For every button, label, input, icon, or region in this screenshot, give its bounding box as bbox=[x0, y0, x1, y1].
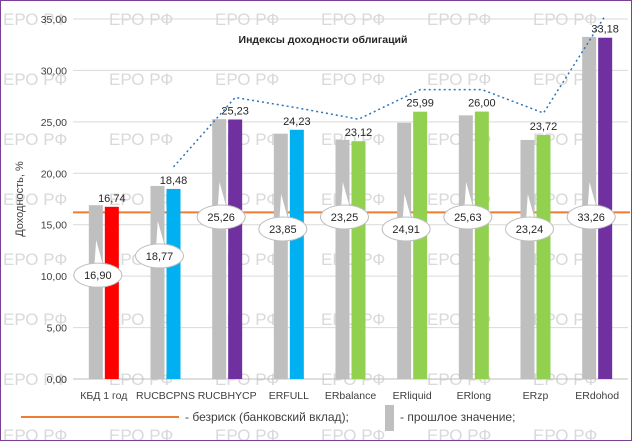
legend-previous-label: - прошлое значение; bbox=[400, 410, 515, 424]
bar-current-2 bbox=[166, 188, 181, 379]
watermark-text: ЕРО РФ bbox=[3, 70, 67, 89]
value-label-previous: 16,90 bbox=[84, 270, 112, 282]
bar-previous-7 bbox=[458, 115, 473, 380]
value-label-current: 18,48 bbox=[160, 175, 188, 187]
y-tick-label: 35,00 bbox=[41, 14, 67, 26]
callout-previous-9: 33,26 bbox=[566, 178, 616, 230]
callout-previous-2: 18,77 bbox=[135, 217, 184, 269]
value-label-previous: 23,24 bbox=[516, 224, 544, 236]
callout-bubble bbox=[320, 204, 369, 230]
watermark-text: ЕРО РФ bbox=[3, 10, 67, 29]
callout-bubble bbox=[135, 243, 184, 269]
watermark-text: ЕРО РФ bbox=[3, 310, 67, 329]
bar-previous-6 bbox=[397, 122, 412, 379]
watermark-text: ЕРО РФ bbox=[321, 426, 385, 440]
legend-risk-free-label: - безриск (банковский вклад); bbox=[185, 410, 349, 424]
value-label-previous: 18,77 bbox=[146, 251, 174, 263]
watermark-text: ЕРО РФ bbox=[3, 190, 67, 209]
callout-bubble bbox=[73, 262, 123, 288]
bar-previous-4 bbox=[273, 133, 288, 379]
watermark-text: ЕРО РФ bbox=[109, 426, 173, 440]
watermark-text: ЕРО РФ bbox=[215, 426, 279, 440]
y-tick-label: 5,00 bbox=[47, 323, 68, 335]
bar-current-7 bbox=[474, 111, 489, 380]
legend-previous-swatch bbox=[385, 405, 394, 431]
callout-previous-1: 16,90 bbox=[73, 237, 123, 288]
value-label-previous: 25,26 bbox=[207, 212, 235, 224]
value-label-previous: 23,25 bbox=[331, 212, 359, 224]
bar-current-5 bbox=[351, 141, 366, 379]
callout-bubble bbox=[381, 216, 431, 242]
callout-previous-6: 24,91 bbox=[381, 190, 431, 242]
bar-previous-3 bbox=[212, 119, 227, 379]
bar-previous-2 bbox=[150, 185, 165, 379]
y-tick-label: 30,00 bbox=[41, 65, 67, 77]
bar-previous-5 bbox=[335, 139, 350, 379]
callout-previous-8: 23,24 bbox=[505, 190, 554, 242]
value-label-previous: 33,26 bbox=[577, 212, 605, 224]
watermark-text: ЕРО РФ bbox=[3, 370, 67, 389]
watermark-text: ЕРО РФ bbox=[427, 426, 491, 440]
value-label-previous: 25,63 bbox=[454, 212, 482, 224]
x-tick-label: ERdohod bbox=[575, 390, 619, 402]
value-label-current: 24,23 bbox=[283, 116, 311, 128]
bar-current-1 bbox=[104, 206, 119, 379]
value-label-current: 26,00 bbox=[468, 98, 496, 110]
value-label-previous: 24,91 bbox=[392, 224, 420, 236]
y-tick-label: 15,00 bbox=[41, 220, 67, 232]
y-axis-title: Доходность, % bbox=[14, 161, 26, 237]
value-label-current: 23,12 bbox=[345, 127, 373, 139]
watermark-text: ЕРО РФ bbox=[533, 70, 597, 89]
y-tick-label: 10,00 bbox=[41, 271, 67, 283]
y-tick-label: 25,00 bbox=[41, 117, 67, 129]
x-tick-label: ERliquid bbox=[393, 390, 432, 402]
value-label-current: 23,72 bbox=[530, 121, 558, 133]
x-tick-label: ERzp bbox=[523, 390, 549, 402]
bar-current-6 bbox=[413, 111, 428, 379]
y-tick-label: 0,00 bbox=[47, 374, 68, 386]
x-tick-label: RUCBCPNS bbox=[136, 390, 195, 402]
bar-current-4 bbox=[289, 129, 304, 379]
bar-previous-8 bbox=[520, 139, 535, 379]
callout-previous-3: 25,26 bbox=[196, 178, 246, 230]
watermark-text: ЕРО РФ bbox=[3, 130, 67, 149]
x-tick-label: ERFULL bbox=[269, 390, 309, 402]
value-label-current: 25,99 bbox=[406, 98, 434, 110]
watermark-text: ЕРО РФ bbox=[215, 70, 279, 89]
watermark-text: ЕРО РФ bbox=[321, 70, 385, 89]
x-tick-label: КБД 1 год bbox=[80, 390, 127, 402]
callout-bubble bbox=[196, 204, 246, 230]
value-label-current: 25,23 bbox=[221, 105, 249, 117]
callout-bubble bbox=[566, 204, 616, 230]
bar-previous-1 bbox=[88, 205, 103, 379]
callout-previous-7: 25,63 bbox=[443, 178, 493, 230]
watermark-text: ЕРО РФ bbox=[109, 70, 173, 89]
value-label-previous: 23,85 bbox=[269, 224, 297, 236]
value-label-current: 16,74 bbox=[98, 193, 126, 205]
callout-previous-4: 23,85 bbox=[258, 190, 308, 242]
y-tick-label: 20,00 bbox=[41, 168, 67, 180]
callout-bubble bbox=[443, 204, 493, 230]
callout-previous-5: 23,25 bbox=[320, 178, 369, 230]
value-label-current: 33,18 bbox=[591, 24, 619, 36]
watermark-text: ЕРО РФ bbox=[3, 250, 67, 269]
watermark-text: ЕРО РФ bbox=[533, 426, 597, 440]
chart-title: Индексы доходности облигаций bbox=[239, 34, 408, 46]
watermark-text: ЕРО РФ bbox=[3, 426, 67, 440]
bar-current-3 bbox=[228, 119, 243, 380]
bar-current-8 bbox=[536, 135, 551, 379]
callout-bubble bbox=[505, 216, 554, 242]
x-tick-label: RUCBHYCP bbox=[198, 390, 257, 402]
watermark-text: ЕРО РФ bbox=[427, 70, 491, 89]
watermark-text: ЕРО РФ bbox=[109, 130, 173, 149]
callout-bubble bbox=[258, 216, 308, 242]
x-tick-label: ERlong bbox=[457, 390, 492, 402]
x-tick-label: ERbalance bbox=[325, 390, 377, 402]
